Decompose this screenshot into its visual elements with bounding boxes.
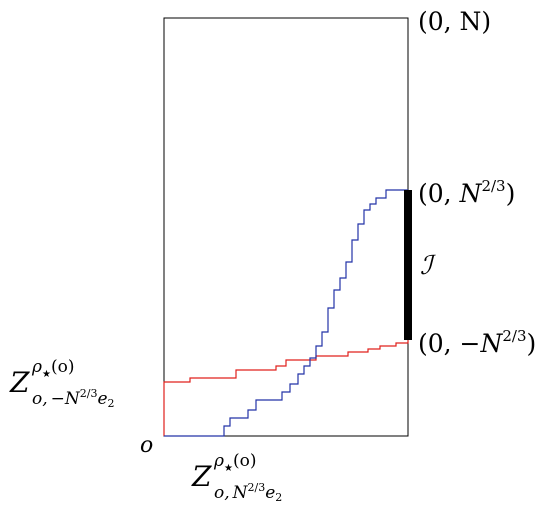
label-z-bottom: Z ρ★(o) o, N2/3e2 xyxy=(191,451,282,504)
label-z-left: Z ρ★(o) o, −N2/3e2 xyxy=(9,357,115,410)
label-origin: o xyxy=(140,433,153,458)
blue-lattice-path xyxy=(164,189,408,437)
svg-text:o,N2/3e2: o, N2/3e2 xyxy=(214,481,282,504)
svg-text:o,−N2/3e2: o, −N2/3e2 xyxy=(32,387,115,410)
red-lattice-path xyxy=(163,340,409,436)
frame-rectangle xyxy=(163,17,409,437)
label-top-right: (0, N) xyxy=(418,7,491,36)
label-lower-endpoint: (0, −N2/3) xyxy=(418,327,536,358)
svg-text:Z: Z xyxy=(191,460,212,493)
svg-text:ρ★(o): ρ★(o) xyxy=(213,451,256,474)
label-upper-endpoint: (0, N2/3) xyxy=(418,177,515,208)
svg-text:Z: Z xyxy=(9,366,30,399)
svg-text:ρ★(o): ρ★(o) xyxy=(31,357,74,380)
interval-bar xyxy=(404,190,412,340)
label-interval: ℐ xyxy=(420,251,436,281)
